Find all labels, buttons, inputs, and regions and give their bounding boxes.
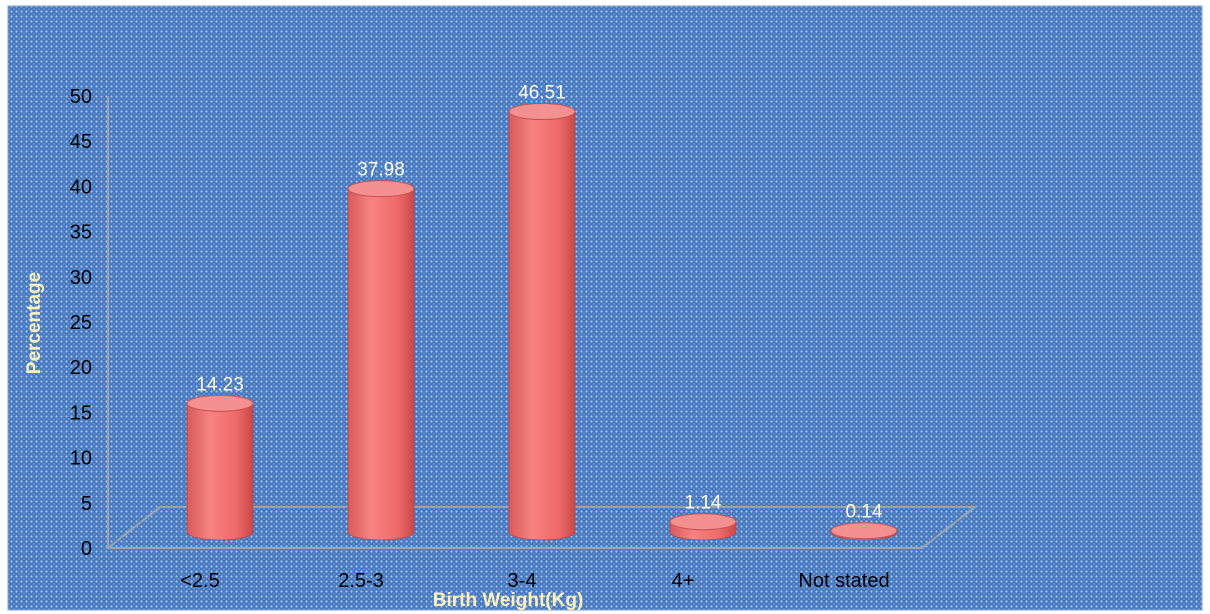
- data-labels: 14.23 37.98 46.51 1.14 0.14: [196, 83, 883, 523]
- bar-1: [347, 180, 415, 541]
- bar-body: [186, 402, 254, 541]
- y-tick-label: 0: [81, 538, 92, 560]
- bar-body: [508, 111, 576, 541]
- y-tick-label: 50: [70, 86, 92, 108]
- bar-top: [347, 180, 415, 198]
- x-axis-title: Birth Weight(Kg): [433, 590, 584, 611]
- bar-2: [508, 103, 576, 541]
- bar-top: [186, 394, 254, 412]
- data-label: 37.98: [357, 160, 405, 181]
- bar-series: [186, 103, 898, 541]
- y-tick-labels: 0 5 10 15 20 25 30 35 40 45 50: [70, 86, 92, 560]
- y-tick-label: 40: [70, 176, 92, 198]
- x-tick-label: <2.5: [180, 570, 219, 592]
- y-tick-label: 20: [70, 357, 92, 379]
- bar-body: [347, 188, 415, 541]
- y-tick-label: 25: [70, 312, 92, 334]
- x-tick-label: Not stated: [798, 570, 889, 592]
- data-label: 14.23: [196, 374, 244, 395]
- y-tick-label: 30: [70, 267, 92, 289]
- x-tick-label: 2.5-3: [338, 570, 384, 592]
- bar-0: [186, 394, 254, 541]
- bar-top: [669, 513, 737, 531]
- y-tick-label: 15: [70, 402, 92, 424]
- data-label: 46.51: [518, 83, 566, 104]
- y-tick-label: 5: [81, 493, 92, 515]
- y-tick-label: 45: [70, 131, 92, 153]
- data-label: 1.14: [685, 493, 722, 514]
- y-tick-label: 10: [70, 448, 92, 470]
- bar-3: [669, 513, 737, 541]
- data-label: 0.14: [846, 502, 883, 523]
- y-axis-title: Percentage: [24, 272, 45, 374]
- bar-4: [830, 522, 898, 541]
- y-tick-label: 35: [70, 222, 92, 244]
- bar-top: [508, 103, 576, 121]
- x-tick-label: 3-4: [508, 570, 537, 592]
- bar-top: [830, 522, 898, 540]
- x-tick-label: 4+: [672, 570, 695, 592]
- x-tick-labels: <2.5 2.5-3 3-4 4+ Not stated: [180, 570, 889, 592]
